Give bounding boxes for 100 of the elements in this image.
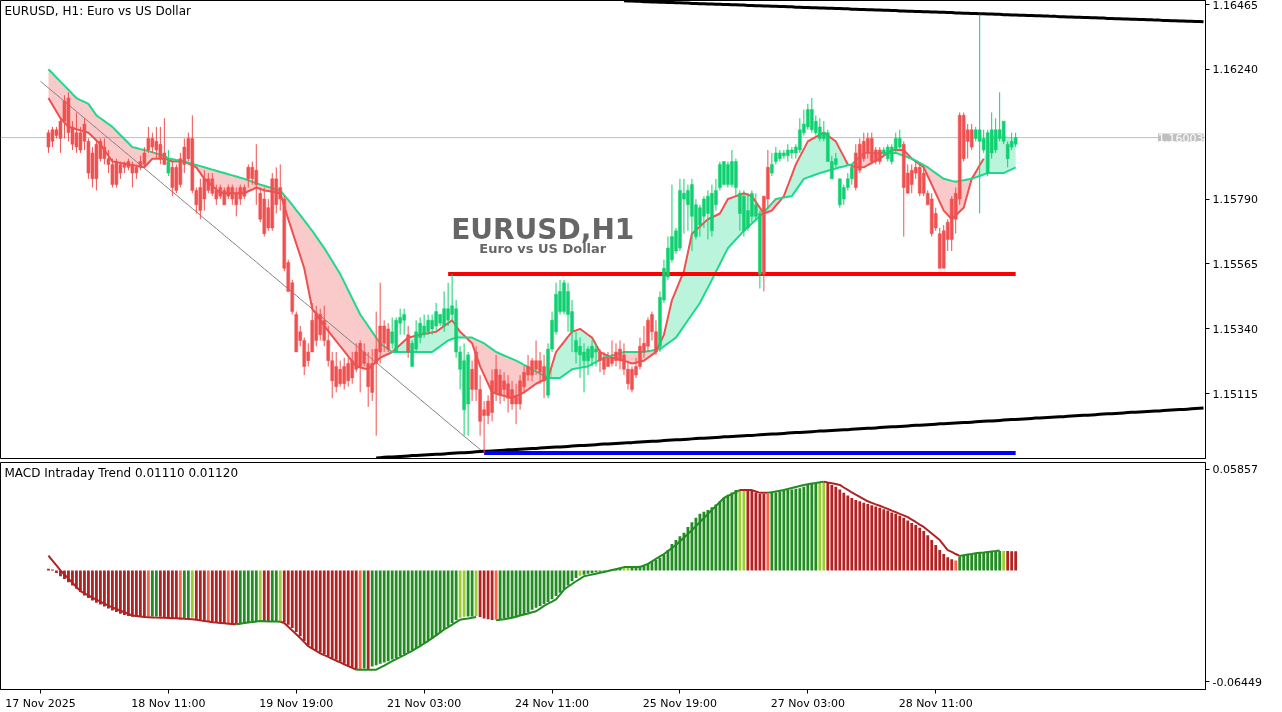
bar	[402, 570, 406, 654]
bar	[382, 570, 386, 663]
bar	[738, 489, 742, 571]
candlestick	[74, 111, 79, 154]
bar	[302, 570, 306, 642]
bar	[150, 570, 154, 617]
bar	[294, 570, 298, 632]
x-tick-label: 18 Nov 11:00	[131, 696, 206, 710]
bar	[846, 495, 850, 571]
bar	[734, 490, 738, 571]
candlestick	[198, 178, 203, 220]
candlestick	[434, 302, 438, 333]
bar	[115, 570, 118, 613]
candlestick	[850, 163, 854, 186]
candlestick	[318, 308, 322, 341]
candlestick	[534, 339, 538, 376]
bar	[266, 570, 270, 623]
candlestick	[342, 357, 346, 391]
bar	[71, 570, 74, 586]
bar	[55, 570, 58, 573]
y-tick-label: 1.15340	[1212, 322, 1258, 336]
bar	[730, 492, 734, 571]
bar	[454, 570, 458, 621]
x-tick-label: 21 Nov 03:00	[387, 696, 462, 710]
bar	[410, 570, 414, 651]
bar	[142, 570, 146, 618]
bar	[130, 570, 134, 617]
candlestick	[898, 129, 902, 151]
candlestick	[866, 132, 870, 160]
bar	[942, 554, 946, 571]
candlestick	[246, 163, 251, 189]
candlestick	[610, 339, 614, 367]
bar	[246, 570, 250, 623]
bar	[258, 570, 262, 622]
y-tick-label: 0.05857	[1212, 463, 1258, 477]
bar	[222, 570, 226, 624]
bar	[918, 527, 922, 571]
bar	[218, 570, 222, 623]
bar	[214, 570, 218, 623]
bar	[782, 490, 786, 571]
bar	[198, 570, 202, 621]
chart-title: MACD Intraday Trend 0.01110 0.01120	[4, 465, 239, 480]
bar	[862, 502, 866, 571]
bar	[926, 535, 930, 571]
candlestick	[170, 161, 175, 197]
bar	[87, 570, 90, 598]
bar	[270, 570, 274, 622]
bar	[834, 486, 838, 571]
bar	[742, 489, 746, 571]
bar	[854, 500, 858, 571]
bar	[394, 570, 398, 658]
bar	[298, 570, 302, 637]
candlestick	[406, 325, 410, 359]
bar	[754, 492, 758, 571]
bar	[366, 570, 370, 669]
bar	[838, 489, 842, 571]
bar	[762, 494, 766, 571]
bar	[262, 570, 266, 622]
bar	[770, 492, 774, 571]
bar	[778, 491, 782, 571]
bar	[406, 570, 410, 652]
candlestick	[346, 357, 350, 388]
bar	[278, 570, 282, 622]
bar	[230, 570, 234, 624]
bar	[119, 570, 122, 614]
bar	[1006, 551, 1010, 571]
bar	[910, 523, 914, 571]
bar	[418, 570, 422, 646]
bar	[994, 551, 998, 571]
bar	[866, 504, 870, 571]
bar	[446, 570, 450, 627]
bar	[398, 570, 402, 656]
bar	[314, 570, 318, 651]
candlestick	[706, 189, 710, 240]
candlestick	[810, 97, 814, 134]
bar	[966, 554, 970, 571]
candlestick	[582, 342, 586, 393]
bar	[350, 570, 354, 668]
bar	[874, 506, 878, 571]
bar	[830, 484, 834, 571]
bar	[726, 494, 730, 571]
bar	[978, 552, 982, 571]
bar	[750, 490, 754, 571]
candlestick	[730, 149, 734, 189]
y-tick-label: -0.06449	[1212, 675, 1262, 689]
bar	[946, 557, 950, 571]
bar	[194, 570, 198, 619]
bar	[470, 570, 474, 617]
bar	[238, 570, 242, 624]
bar	[950, 559, 954, 571]
bar	[422, 570, 426, 644]
bar	[794, 488, 798, 571]
bar	[158, 570, 162, 617]
bar	[386, 570, 390, 662]
candlestick	[358, 339, 362, 393]
bar	[962, 555, 966, 571]
candlestick	[870, 132, 874, 165]
bar	[434, 570, 438, 636]
x-tick-label: 27 Nov 03:00	[770, 696, 845, 710]
y-tick-label: 1.16465	[1212, 0, 1258, 12]
